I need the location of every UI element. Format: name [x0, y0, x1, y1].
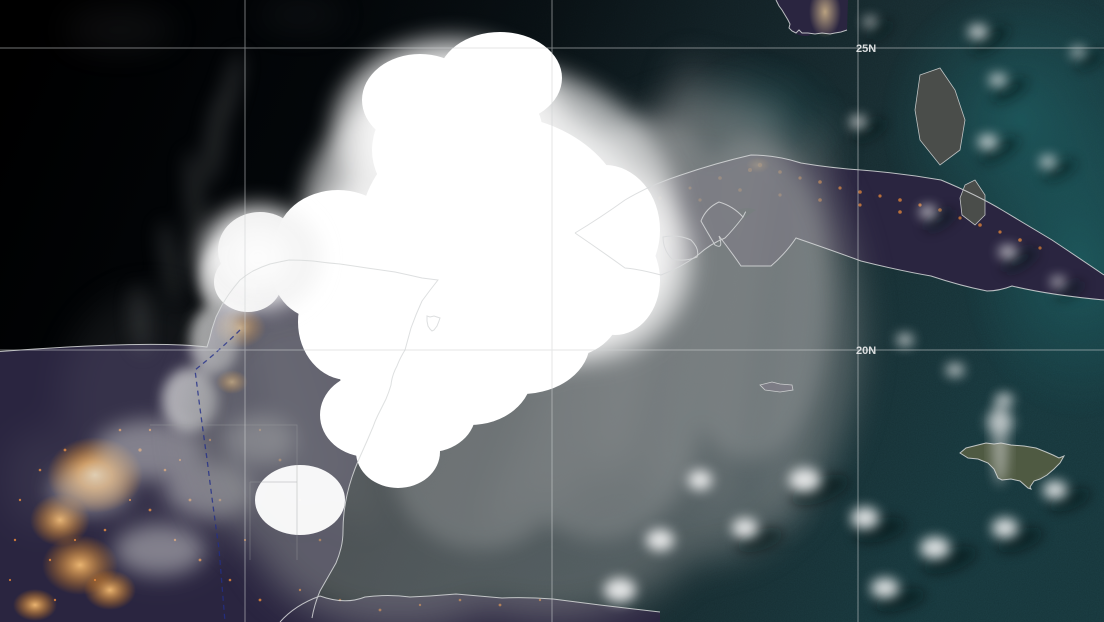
svg-text:20N: 20N	[856, 345, 876, 357]
svg-text:25N: 25N	[856, 43, 876, 55]
